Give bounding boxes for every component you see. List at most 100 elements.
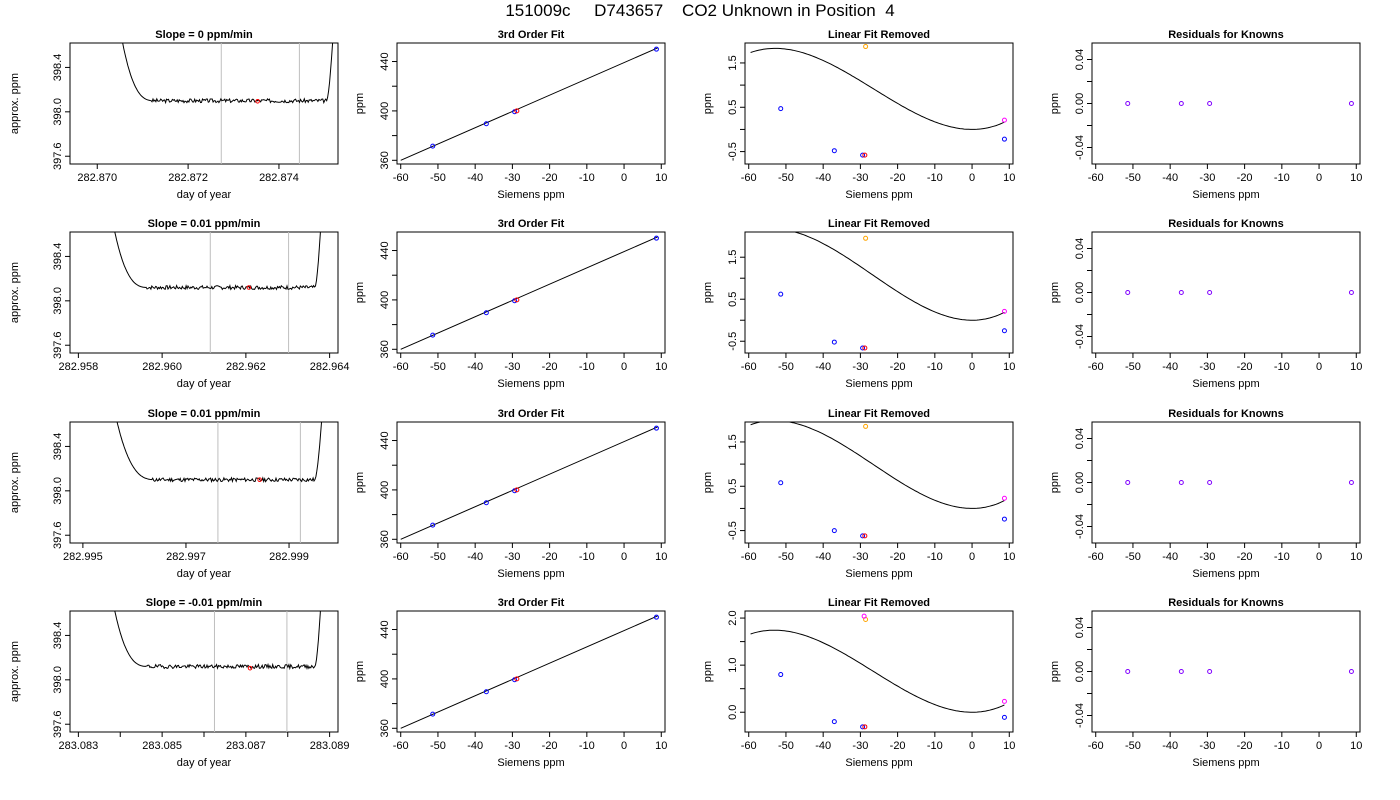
plot-frame [396,42,666,165]
panel-title: Residuals for Knowns [1168,408,1284,420]
x-tick-label: -60 [741,172,757,184]
plot-frame [1091,231,1361,354]
data-point [653,235,659,241]
y-tick-label: 0.04 [1074,49,1086,70]
y-axis-label: approx. ppm [9,73,21,134]
x-tick-label: -50 [1125,361,1141,373]
y-tick-label: 398.4 [52,622,64,650]
x-tick-label: -60 [741,740,757,752]
y-tick-label: 1.0 [727,657,739,672]
data-point [860,724,866,730]
x-tick-label: -10 [927,551,943,563]
y-tick-label: 360 [379,340,391,358]
y-tick-label: 2.0 [727,610,739,625]
data-point [1001,308,1007,314]
x-tick-label: 282.999 [269,551,309,563]
y-axis-label: ppm [702,472,714,493]
x-tick-label: -40 [1162,551,1178,563]
y-axis-label: approx. ppm [9,262,21,323]
y-tick-label: 400 [379,291,391,309]
data-point [653,614,659,620]
panel-1-row-2: Slope = 0.01 ppm/min 282.958 282.960 282.96… [9,218,350,390]
data-point [512,677,518,683]
x-tick-label: -40 [467,740,483,752]
y-axis-label: ppm [702,661,714,682]
y-tick-label: -0.04 [1074,135,1086,160]
data-point [1178,101,1184,106]
x-tick-label: -10 [1274,551,1290,563]
panel-4-row-1: Residuals for Knowns -60 -50 -40 -30 -20 -10 0 1… [1049,29,1362,201]
panel-title: Slope = 0.01 ppm/min [148,408,261,420]
x-tick-label: 283.087 [226,740,266,752]
y-tick-label: 0.0 [727,705,739,720]
plot-area [114,611,321,732]
panel-2-row-2: 3rd Order Fit -60 -50 -40 -30 -20 -10 0 10 360 400… [354,218,667,390]
panel-title: Linear Fit Removed [828,29,930,41]
x-axis-label: Siemens ppm [1192,378,1259,390]
y-axis-label: ppm [354,93,366,114]
y-axis-label: ppm [354,282,366,303]
x-tick-label: -50 [1125,740,1141,752]
x-tick-label: 10 [655,361,667,373]
x-axis-label: day of year [177,378,232,390]
data-point [1178,669,1184,674]
y-tick-label: 0.5 [727,100,739,115]
x-tick-label: -20 [1237,361,1253,373]
data-point [860,533,866,539]
fit-curve [750,629,1005,713]
x-tick-label: 10 [1003,172,1015,184]
x-axis-label: Siemens ppm [497,378,564,390]
panel-1-row-1: Slope = 0 ppm/min 282.870 282.872 282.874 39… [9,29,339,201]
x-axis-label: Siemens ppm [1192,568,1259,580]
x-tick-label: 0 [969,172,975,184]
data-point [1001,328,1007,334]
x-axis-label: day of year [177,757,232,769]
y-tick-label: 397.6 [52,710,64,738]
plot-frame [1091,42,1361,165]
x-tick-label: -60 [393,740,409,752]
x-axis-label: Siemens ppm [845,568,912,580]
x-tick-label: 282.870 [77,172,117,184]
x-tick-label: 0 [621,172,627,184]
unknown-point [246,285,252,290]
y-tick-label: 0.00 [1074,93,1086,114]
x-tick-label: -50 [430,551,446,563]
x-tick-label: -20 [542,172,558,184]
x-tick-label: -60 [1088,361,1104,373]
x-tick-label: -30 [1199,551,1215,563]
x-tick-label: 0 [1316,172,1322,184]
y-tick-label: 398.4 [52,433,64,461]
x-tick-label: 10 [1350,361,1362,373]
data-point [862,724,868,730]
plot-area [400,235,659,350]
concentration-trace [114,232,321,291]
plot-frame [69,610,339,733]
plot-area [1125,480,1354,485]
plot-frame [396,231,666,354]
x-tick-label: 0 [621,740,627,752]
x-tick-label: 282.995 [63,551,103,563]
x-tick-label: -20 [890,740,906,752]
plot-area [750,613,1007,730]
x-tick-label: -30 [852,361,868,373]
x-tick-label: -30 [852,740,868,752]
x-tick-label: 282.964 [310,361,350,373]
panel-title: Slope = 0.01 ppm/min [148,218,261,230]
x-tick-label: -60 [741,361,757,373]
data-point [1348,480,1354,485]
panel-title: Slope = 0 ppm/min [155,29,253,41]
data-point [512,298,518,304]
data-point [831,528,837,534]
x-tick-label: -50 [430,172,446,184]
y-axis-label: ppm [1049,661,1061,682]
unknown-point [255,98,260,104]
data-point [430,332,436,338]
data-point [1207,290,1213,295]
x-axis-label: Siemens ppm [497,568,564,580]
y-tick-label: -0.04 [1074,514,1086,539]
data-point [831,339,837,345]
x-tick-label: -30 [1199,172,1215,184]
data-point [514,487,520,493]
panel-4-row-2: Residuals for Knowns -60 -50 -40 -30 -20 -10 0 1… [1049,218,1362,390]
